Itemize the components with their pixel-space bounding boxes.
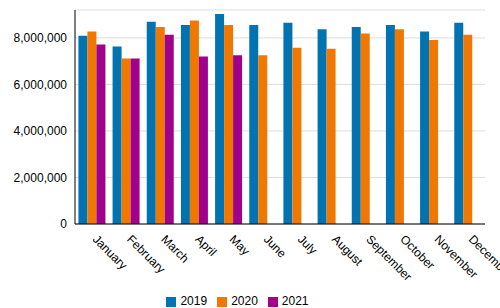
html-text:2019: 2019 [180,294,208,308]
svg-text:December: December [466,232,492,281]
svg-text:March: March [158,232,191,265]
svg-text:2,000,000: 2,000,000 [14,171,68,185]
svg-text:February: February [124,232,168,277]
svg-text:June: June [261,232,290,261]
html-text:2020: 2020 [231,294,258,308]
svg-text:8,000,000: 8,000,000 [14,31,68,45]
svg-text:August: August [329,232,366,269]
svg-text:September: September [363,232,415,284]
svg-text:April: April [192,232,219,259]
svg-text:May: May [227,232,253,258]
svg-text:0: 0 [60,217,67,231]
svg-text:4,000,000: 4,000,000 [14,124,68,138]
svg-text:October: October [397,232,437,272]
svg-text:July: July [295,232,320,257]
html-text:2021: 2021 [281,294,309,308]
svg-text:6,000,000: 6,000,000 [14,78,68,92]
svg-text:November: November [431,232,481,282]
svg-text:January: January [90,232,130,272]
